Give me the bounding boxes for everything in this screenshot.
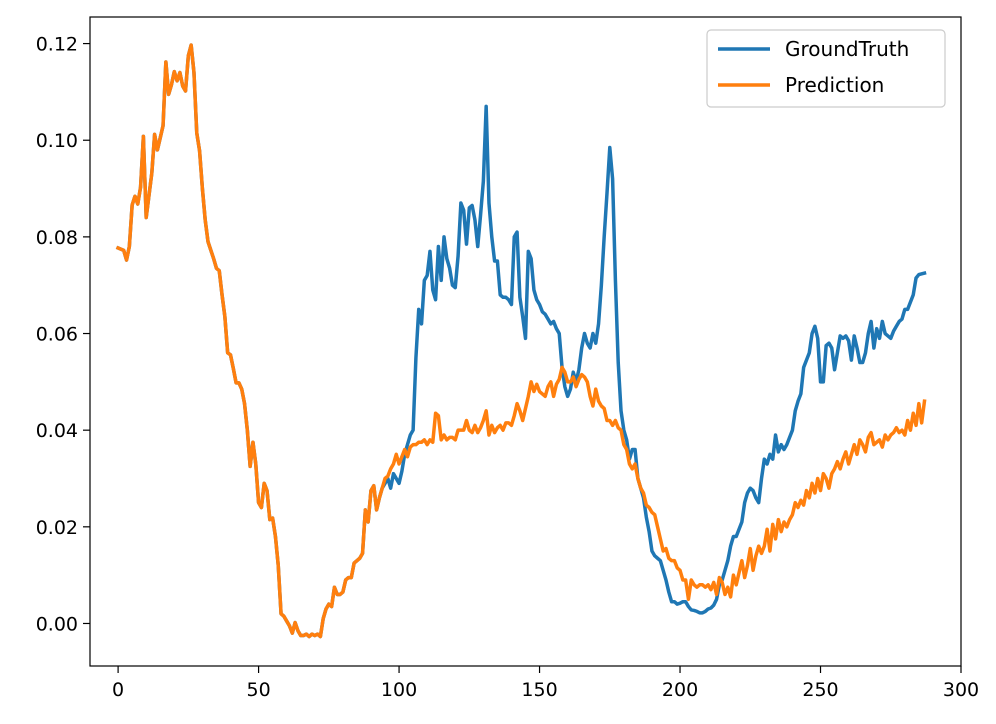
y-axis: 0.00 0.02 0.04 0.06 0.08 0.10 0.12: [36, 34, 90, 635]
x-tick-label: 100: [381, 679, 417, 701]
x-tick-label: 250: [802, 679, 838, 701]
legend: GroundTruth Prediction: [706, 29, 946, 108]
x-tick-label: 0: [112, 679, 124, 701]
y-tick-label: 0.06: [36, 324, 78, 346]
legend-item-groundtruth: GroundTruth: [718, 37, 909, 61]
series-layer: [115, 43, 927, 639]
plot-area: [89, 16, 962, 667]
y-tick-label: 0.02: [36, 517, 78, 539]
y-tick-label: 0.10: [36, 130, 78, 152]
legend-label-prediction: Prediction: [785, 73, 884, 97]
legend-item-prediction: Prediction: [718, 73, 884, 97]
series-line-prediction: [115, 43, 927, 639]
x-tick-label: 300: [943, 679, 979, 701]
x-tick-label: 150: [521, 679, 557, 701]
y-tick-label: 0.04: [36, 420, 78, 442]
y-tick-label: 0.00: [36, 613, 78, 635]
x-axis: 0 50 100 150 200 250 300: [112, 666, 979, 701]
x-tick-label: 50: [246, 679, 270, 701]
axes-frame: [89, 16, 962, 667]
y-tick-label: 0.08: [36, 227, 78, 249]
y-tick-label: 0.12: [36, 34, 78, 56]
legend-label-groundtruth: GroundTruth: [785, 37, 909, 61]
axes-background: [90, 17, 961, 666]
x-tick-label: 200: [662, 679, 698, 701]
